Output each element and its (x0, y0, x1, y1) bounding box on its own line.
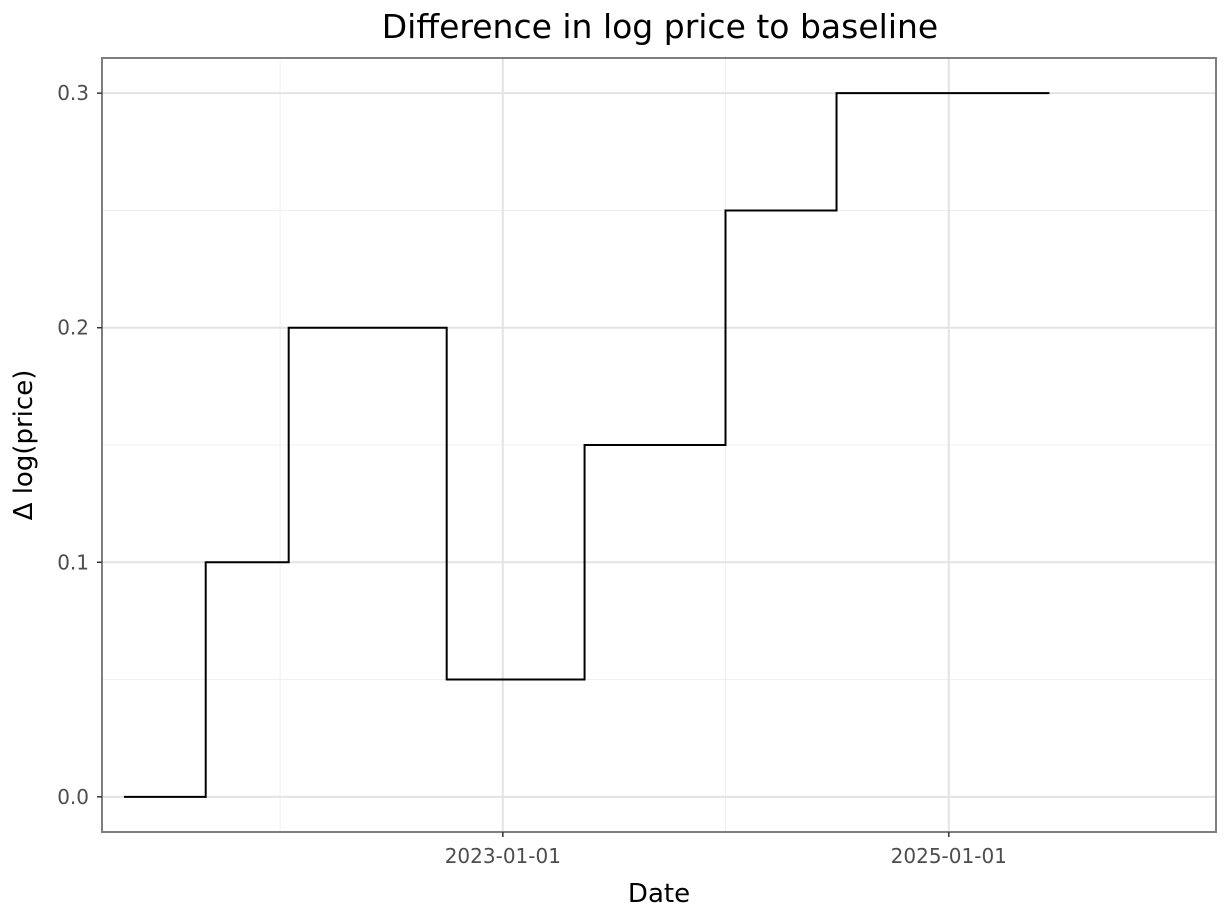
series-layer (123, 92, 1050, 798)
y-axis: 0.0 0.1 0.2 0.3 (57, 81, 102, 809)
chart-title: Difference in log price to baseline (382, 7, 938, 46)
y-tick-label: 0.1 (57, 550, 89, 574)
y-tick-label: 0.2 (57, 316, 89, 340)
y-tick-label: 0.0 (57, 785, 89, 809)
step-line (123, 92, 1050, 798)
x-axis-label: Date (628, 879, 690, 909)
panel-border (101, 57, 1217, 833)
y-tick-label: 0.3 (57, 81, 89, 105)
x-tick-label: 2023-01-01 (445, 844, 561, 868)
x-axis: 2023-01-01 2025-01-01 (445, 832, 1007, 868)
major-gridlines (102, 58, 1216, 832)
y-axis-label: Δ log(price) (9, 370, 39, 521)
x-tick-label: 2025-01-01 (891, 844, 1007, 868)
panel (101, 57, 1217, 833)
